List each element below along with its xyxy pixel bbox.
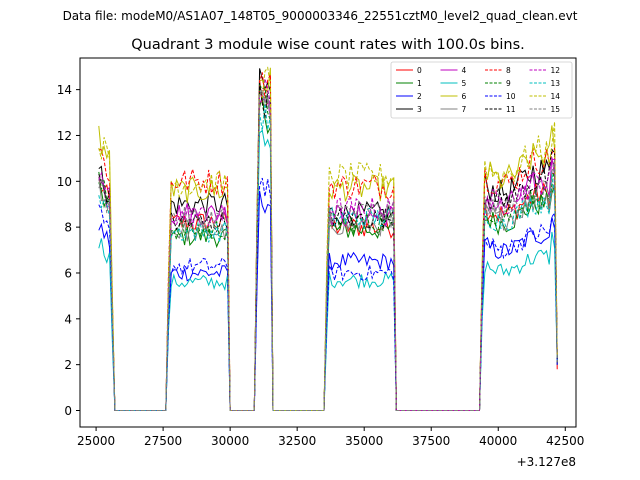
x-tick-label: 30000	[211, 434, 249, 448]
y-tick-label: 14	[57, 83, 72, 97]
legend-label: 12	[551, 66, 561, 75]
y-tick-label: 10	[57, 175, 72, 189]
y-tick-label: 4	[64, 312, 72, 326]
y-tick-label: 12	[57, 129, 72, 143]
y-tick-label: 8	[64, 221, 72, 235]
x-tick-label: 27500	[144, 434, 182, 448]
x-tick-label: 40000	[479, 434, 517, 448]
legend-label: 1	[417, 79, 422, 88]
y-tick-label: 0	[64, 404, 72, 418]
plot-lines	[98, 66, 558, 411]
suptitle: Data file: modeM0/AS1A07_148T05_90000033…	[63, 9, 578, 23]
legend-label: 5	[462, 79, 467, 88]
series-line-12	[98, 78, 558, 411]
legend-label: 15	[551, 105, 561, 114]
legend-label: 11	[506, 105, 516, 114]
legend-label: 14	[551, 92, 561, 101]
x-tick-label: 25000	[77, 434, 115, 448]
legend-label: 0	[417, 66, 422, 75]
x-tick-label: 35000	[345, 434, 383, 448]
legend-label: 7	[462, 105, 467, 114]
x-offset-label: +3.127e8	[517, 455, 576, 469]
chart-title: Quadrant 3 module wise count rates with …	[131, 37, 525, 53]
legend-label: 6	[462, 92, 467, 101]
y-axis: 0 2 4 6 8 10 12 14	[57, 83, 80, 418]
y-tick-label: 6	[64, 266, 72, 280]
legend-label: 13	[551, 79, 561, 88]
x-tick-label: 32500	[278, 434, 316, 448]
legend-label: 9	[506, 79, 511, 88]
legend-label: 4	[462, 66, 467, 75]
legend-label: 8	[506, 66, 511, 75]
x-tick-label: 42500	[546, 434, 584, 448]
x-tick-label: 37500	[412, 434, 450, 448]
series-line-10	[98, 177, 558, 411]
x-axis: 25000 27500 30000 32500 35000 37500 40000 42500	[77, 427, 584, 448]
y-tick-label: 2	[64, 358, 72, 372]
axes-frame	[79, 57, 577, 428]
legend-label: 10	[506, 92, 516, 101]
legend-label: 3	[417, 105, 422, 114]
legend-frame	[390, 61, 573, 119]
legend-label: 2	[417, 92, 422, 101]
